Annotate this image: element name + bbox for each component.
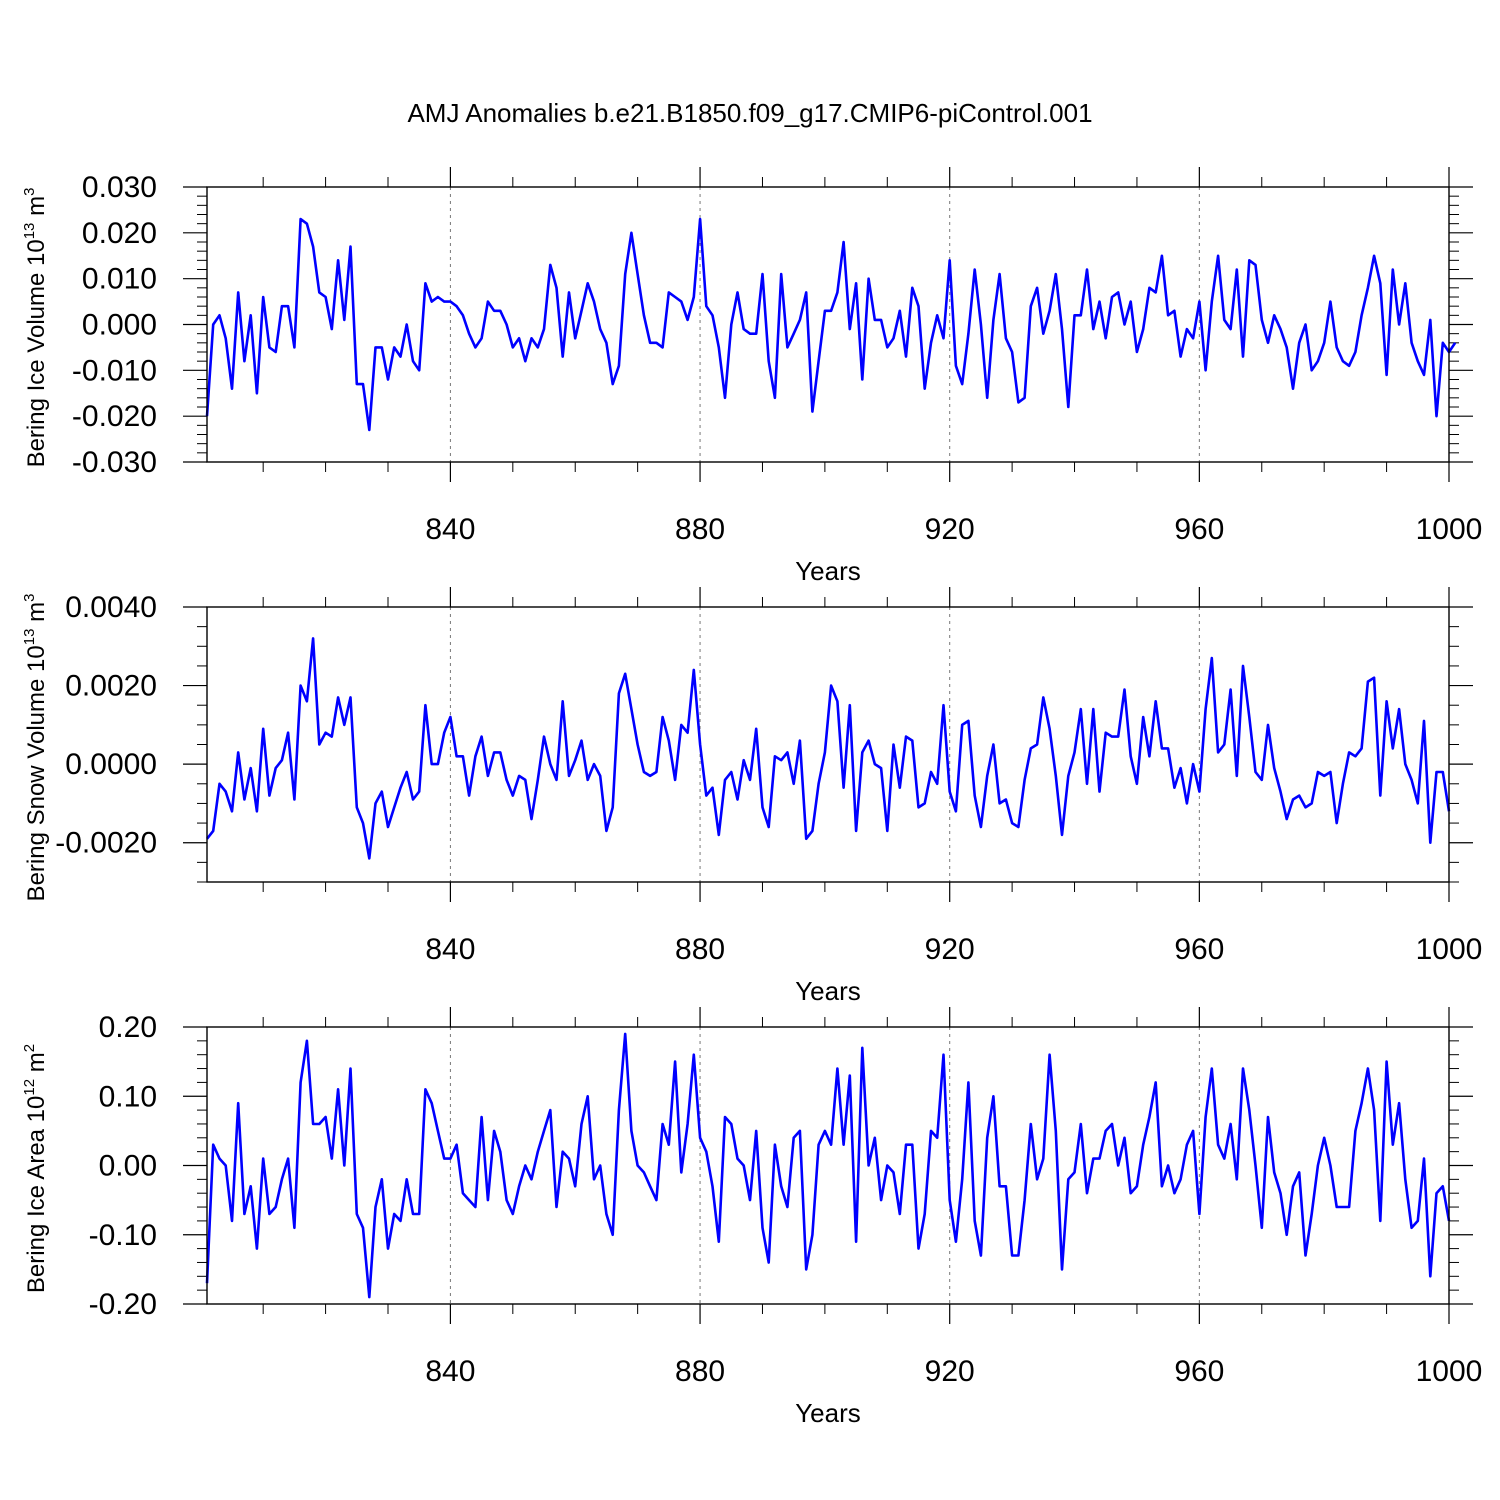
y-axis-label: Bering Ice Volume 1013 m3 [21, 188, 50, 468]
y-tick-label: 0.020 [82, 217, 157, 250]
y-tick-label: 0.0020 [65, 670, 157, 703]
x-tick-label: 840 [425, 933, 475, 966]
series-line [205, 1032, 1451, 1299]
y-tick-label: -0.20 [89, 1288, 157, 1321]
y-tick-label: 0.030 [82, 171, 157, 204]
x-tick-label: 880 [675, 513, 725, 546]
chart-panel-1: -0.030 -0.020 -0.010 0.000 0.010 0.020 0.030 84… [21, 167, 1482, 586]
y-tick-label: -0.020 [72, 400, 157, 433]
y-tick-label: 0.000 [82, 309, 157, 342]
y-axis-label: Bering Ice Area 1012 m2 [21, 1044, 50, 1293]
x-tick-label: 1000 [1416, 933, 1483, 966]
x-tick-label: 840 [425, 1355, 475, 1388]
x-tick-label: 1000 [1416, 1355, 1483, 1388]
y-tick-label: -0.030 [72, 446, 157, 479]
y-axis-label: Bering Snow Volume 1013 m3 [21, 594, 50, 902]
page-title: AMJ Anomalies b.e21.B1850.f09_g17.CMIP6-… [407, 98, 1093, 128]
y-tick-label: -0.010 [72, 354, 157, 387]
chart-panel-2: -0.0020 0.0000 0.0020 0.0040 840 880 920 960 100… [21, 587, 1482, 1006]
x-tick-label: 880 [675, 933, 725, 966]
y-tick-label: 0.0000 [65, 748, 157, 781]
x-tick-label: 920 [925, 933, 975, 966]
x-tick-label: 960 [1174, 1355, 1224, 1388]
x-axis-label: Years [795, 1398, 861, 1428]
chart-panel-3: -0.20 -0.10 0.00 0.10 0.20 840 880 920 960 1000 Ye… [21, 1007, 1482, 1428]
y-tick-label: 0.010 [82, 263, 157, 296]
y-tick-label: 0.0040 [65, 591, 157, 624]
x-tick-label: 960 [1174, 513, 1224, 546]
x-axis-label: Years [795, 976, 861, 1006]
x-tick-label: 920 [925, 513, 975, 546]
plot-frame [206, 1026, 1450, 1305]
x-axis-label: Years [795, 556, 861, 586]
plot-frame [206, 186, 1450, 463]
x-tick-label: 880 [675, 1355, 725, 1388]
x-tick-label: 840 [425, 513, 475, 546]
y-tick-label: 0.00 [99, 1150, 157, 1183]
y-tick-label: -0.0020 [55, 827, 157, 860]
x-tick-label: 920 [925, 1355, 975, 1388]
series-line [205, 217, 1457, 432]
x-tick-label: 1000 [1416, 513, 1483, 546]
series-line [205, 637, 1451, 860]
y-tick-label: 0.10 [99, 1080, 157, 1113]
y-tick-label: -0.10 [89, 1219, 157, 1252]
plot-frame [206, 606, 1450, 883]
x-tick-label: 960 [1174, 933, 1224, 966]
y-tick-label: 0.20 [99, 1011, 157, 1044]
